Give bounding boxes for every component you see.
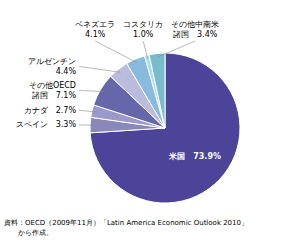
pie: [90, 53, 240, 203]
data-label: その他中南米諸国 3.4%: [171, 20, 219, 39]
data-label: その他OECD諸国 7.1%: [29, 81, 77, 100]
leader-line: [79, 66, 121, 72]
source-note: 資料：OECD（2009年11月）「Latin America Economic…: [4, 219, 248, 237]
data-label: 米国 73.9%: [168, 152, 221, 161]
pie-slice: [90, 53, 240, 203]
data-label: アルゼンチン4.4%: [28, 57, 76, 76]
labels: 米国 73.9% アルゼンチン4.4% その他OECD諸国 7.1% カナダ 2.7%…: [16, 20, 221, 161]
leader-line: [143, 41, 147, 59]
pie-slice: [149, 53, 165, 128]
leader-line: [79, 110, 96, 112]
leader-line: [95, 41, 137, 63]
chart-container: 米国 73.9% アルゼンチン4.4% その他OECD諸国 7.1% カナダ 2.7%…: [0, 0, 306, 241]
data-label: カナダ 2.7%: [24, 106, 77, 115]
leader-line: [79, 124, 94, 125]
leader-line: [157, 41, 195, 57]
data-label: ベネズエラ4.1%: [75, 20, 115, 39]
leader-line: [79, 90, 104, 91]
leader-lines: [79, 41, 195, 125]
chart-svg: 米国 73.9% アルゼンチン4.4% その他OECD諸国 7.1% カナダ 2.7%…: [0, 0, 306, 241]
data-label: コスタリカ1.0%: [123, 20, 163, 39]
data-label: スペイン 3.3%: [16, 120, 77, 129]
